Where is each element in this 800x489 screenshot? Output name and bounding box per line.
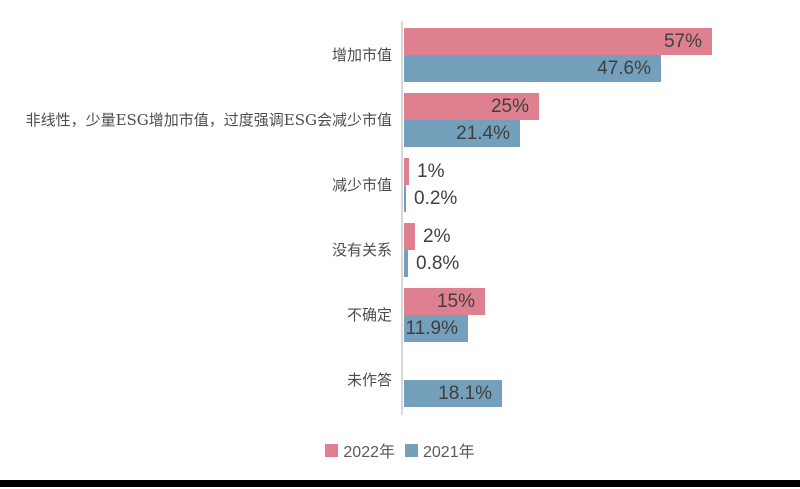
bar-2021-3 <box>404 250 408 277</box>
value-label-2021-2: 0.2% <box>414 188 458 209</box>
bar-2021-2 <box>404 185 406 212</box>
legend-item-2022[interactable]: 2022年 <box>325 438 395 462</box>
value-label-2021-0: 47.6% <box>597 58 651 79</box>
value-label-2022-4: 15% <box>436 291 475 312</box>
legend-item-2021[interactable]: 2021年 <box>405 438 475 462</box>
value-label-2022-0: 57% <box>663 31 702 52</box>
bar-2021-4 <box>404 315 468 342</box>
bar-2021-5 <box>404 380 502 407</box>
category-label-1: 非线性，少量ESG增加市值，过度强调ESG会减少市值 <box>25 110 392 129</box>
value-label-2021-3: 0.8% <box>416 253 460 274</box>
value-label-2021-5: 18.1% <box>438 383 492 404</box>
bar-2021-0 <box>404 55 661 82</box>
bar-2022-4 <box>404 288 485 315</box>
legend-label-2022: 2022年 <box>343 444 395 461</box>
bar-2022-0 <box>404 28 712 55</box>
value-label-2022-3: 2% <box>423 226 451 247</box>
legend-marker-2022-icon <box>325 443 339 457</box>
category-label-4: 不确定 <box>346 305 392 324</box>
bottom-divider-bar <box>0 480 800 487</box>
category-label-2: 减少市值 <box>331 175 392 194</box>
value-label-2022-1: 25% <box>490 96 529 117</box>
bar-2022-2 <box>404 158 409 185</box>
bar-2021-1 <box>404 120 520 147</box>
value-label-2022-2: 1% <box>417 161 445 182</box>
legend-marker-2021-icon <box>405 443 418 457</box>
bar-2022-1 <box>404 93 539 120</box>
value-label-2021-1: 21.4% <box>456 123 510 144</box>
category-label-0: 增加市值 <box>331 45 392 64</box>
category-label-5: 未作答 <box>346 370 392 389</box>
value-label-2021-4: 11.9% <box>405 318 458 339</box>
bar-2022-3 <box>404 223 415 250</box>
axis-line <box>401 21 403 415</box>
legend-label-2021: 2021年 <box>423 444 475 461</box>
category-label-3: 没有关系 <box>331 240 392 259</box>
legend: 2022年 2021年 <box>0 438 800 462</box>
